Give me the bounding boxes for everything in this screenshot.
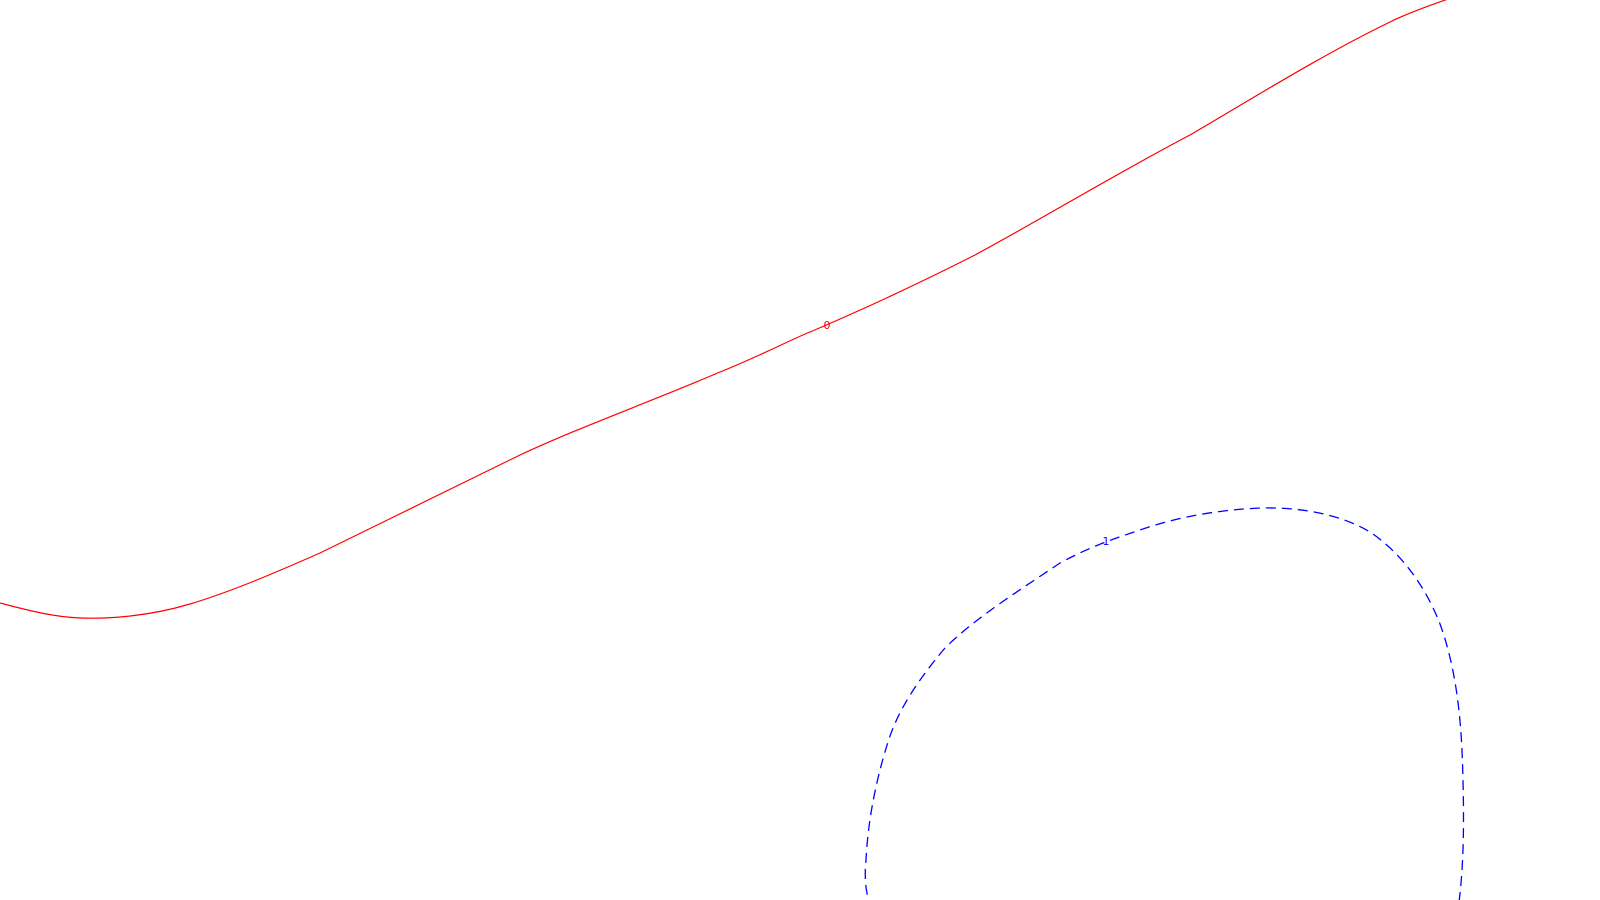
contour-line-level-1 xyxy=(864,507,1465,900)
contour-line-level-0 xyxy=(0,0,1448,619)
contour-label-level-0: 0 xyxy=(824,319,831,332)
contour-label-level-1: 1 xyxy=(1103,535,1110,548)
